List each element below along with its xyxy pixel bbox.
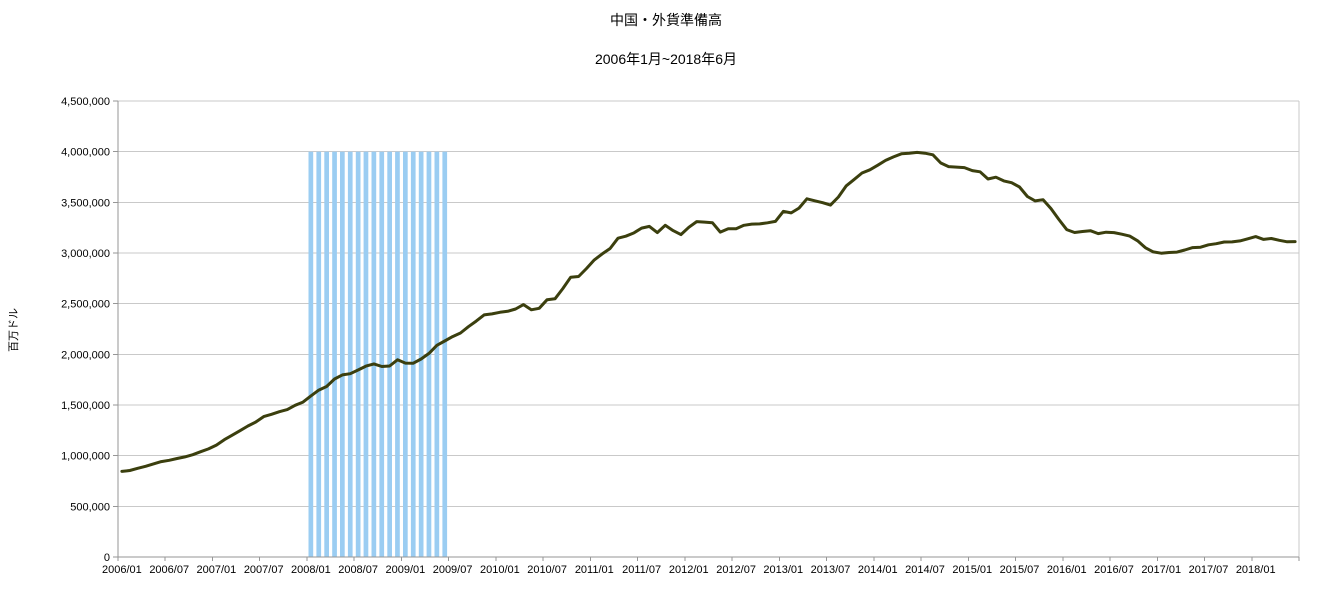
recession-stripe [410,151,416,557]
chart-title: 中国・外貨準備高 [610,12,722,28]
y-tick-label: 1,500,000 [61,400,110,412]
y-tick-label: 2,000,000 [61,349,110,361]
x-tick-label: 2012/01 [669,564,709,576]
x-tick-label: 2013/01 [763,564,803,576]
recession-stripe [387,151,392,557]
recession-stripe [308,151,314,557]
x-tick-label: 2016/07 [1094,564,1134,576]
recession-stripe [355,151,361,557]
x-tick-label: 2006/01 [102,564,142,576]
recession-stripe [434,151,440,557]
y-tick-label: 0 [104,552,110,564]
y-tick-label: 1,000,000 [61,451,110,463]
recession-stripe [442,151,448,557]
y-tick-label: 2,500,000 [61,299,110,311]
recession-stripe [332,151,337,557]
x-tick-label: 2008/01 [291,564,331,576]
y-tick-label: 4,500,000 [61,96,110,108]
x-tick-label: 2010/01 [480,564,520,576]
recession-stripe [379,151,385,557]
y-tick-label: 4,000,000 [61,147,110,159]
y-tick-label: 3,500,000 [61,197,110,209]
x-tick-label: 2011/07 [622,564,661,576]
chart-subtitle: 2006年1月~2018年6月 [594,51,738,67]
x-tick-label: 2014/07 [905,564,945,576]
y-tick-label: 3,000,000 [61,248,110,260]
x-tick-label: 2007/01 [197,564,237,576]
x-tick-label: 2016/01 [1047,564,1087,576]
x-tick-label: 2007/07 [244,564,284,576]
recession-stripe [371,151,377,557]
x-tick-label: 2012/07 [716,564,756,576]
x-tick-label: 2015/01 [952,564,992,576]
recession-stripe [395,151,400,557]
x-tick-label: 2010/07 [527,564,567,576]
x-tick-label: 2011/01 [575,564,614,576]
x-tick-label: 2008/07 [338,564,378,576]
recession-stripe [403,151,408,557]
x-tick-label: 2017/07 [1189,564,1229,576]
x-tick-label: 2018/01 [1236,564,1276,576]
recession-stripe [418,151,424,557]
recession-stripe [340,151,345,557]
x-tick-label: 2009/01 [386,564,426,576]
recession-stripe [363,151,369,557]
x-tick-label: 2017/01 [1141,564,1181,576]
x-tick-label: 2006/07 [149,564,189,576]
x-tick-label: 2014/01 [858,564,898,576]
recession-stripe [347,151,353,557]
x-tick-label: 2013/07 [811,564,851,576]
recession-stripe [324,151,329,557]
series-line [120,150,1297,473]
x-tick-label: 2015/07 [1000,564,1040,576]
x-tick-label: 2009/07 [433,564,473,576]
recession-stripe [316,151,322,557]
y-tick-label: 500,000 [70,501,110,513]
